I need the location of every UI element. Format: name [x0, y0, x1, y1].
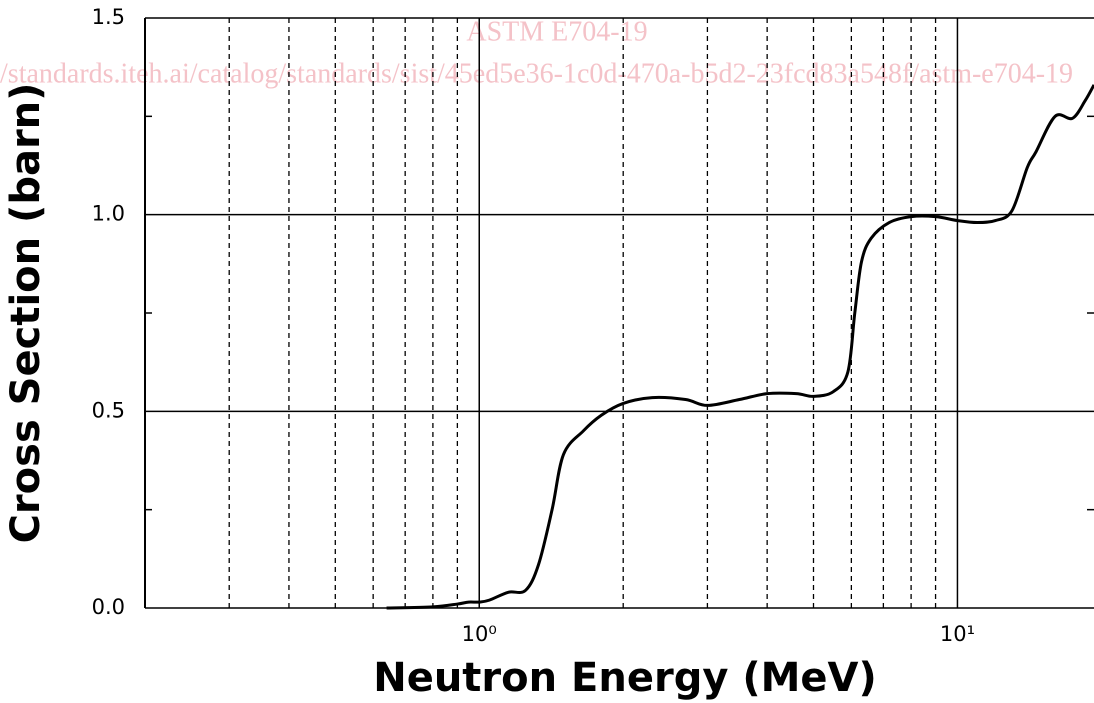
watermark: ASTM E704-19 — [466, 16, 647, 47]
x-axis-title: Neutron Energy (MeV) — [373, 655, 877, 701]
y-tick-label: 0.0 — [92, 595, 125, 619]
x-tick-label: 10⁰ — [462, 622, 497, 646]
y-tick-label: 0.5 — [92, 398, 125, 422]
data-line — [386, 84, 1094, 610]
watermark: https://standards.iteh.ai/catalog/standa… — [0, 58, 1073, 89]
y-tick-label: 1.5 — [92, 5, 125, 29]
y-axis-title: Cross Section (barn) — [3, 83, 49, 544]
y-tick-label: 1.0 — [92, 202, 125, 226]
x-tick-label: 10¹ — [940, 622, 975, 646]
